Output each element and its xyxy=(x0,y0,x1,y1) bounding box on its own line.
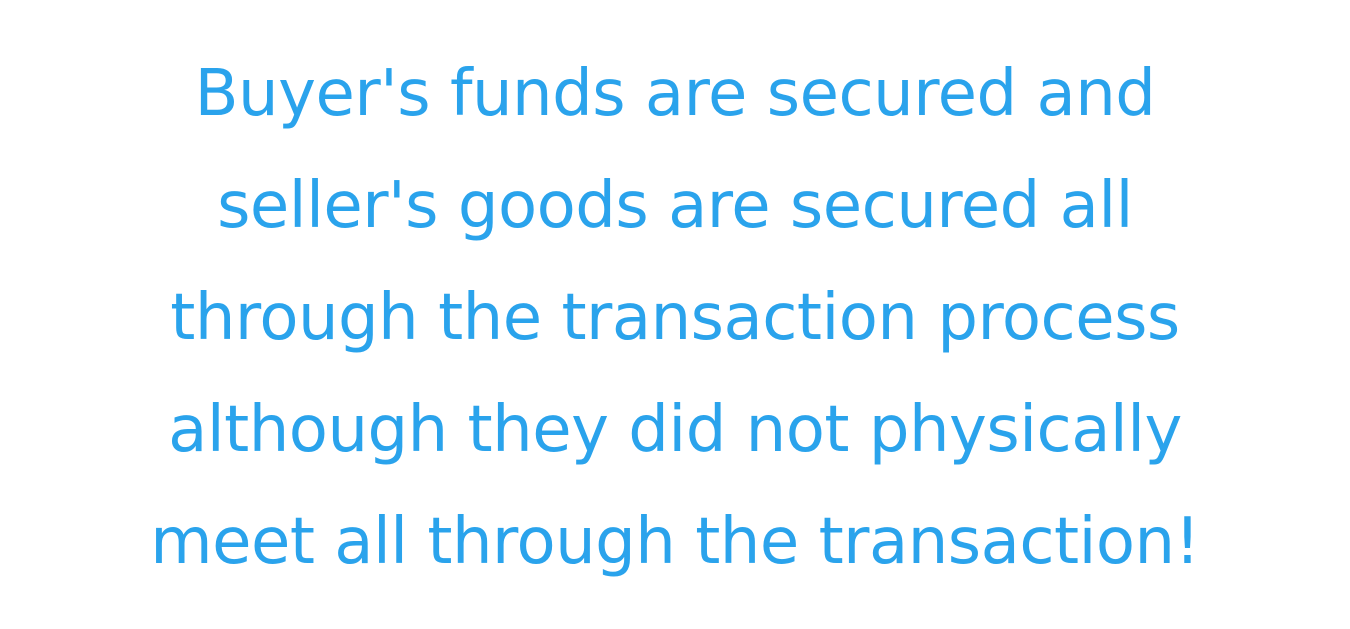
statement-line-4: although they did not physically xyxy=(168,393,1182,467)
statement-text: Buyer's funds are secured and seller's g… xyxy=(0,38,1350,598)
statement-line-2: seller's goods are secured all xyxy=(217,169,1133,243)
statement-line-3: through the transaction process xyxy=(170,281,1180,355)
statement-line-5: meet all through the transaction! xyxy=(150,505,1200,579)
statement-line-1: Buyer's funds are secured and xyxy=(194,57,1156,131)
